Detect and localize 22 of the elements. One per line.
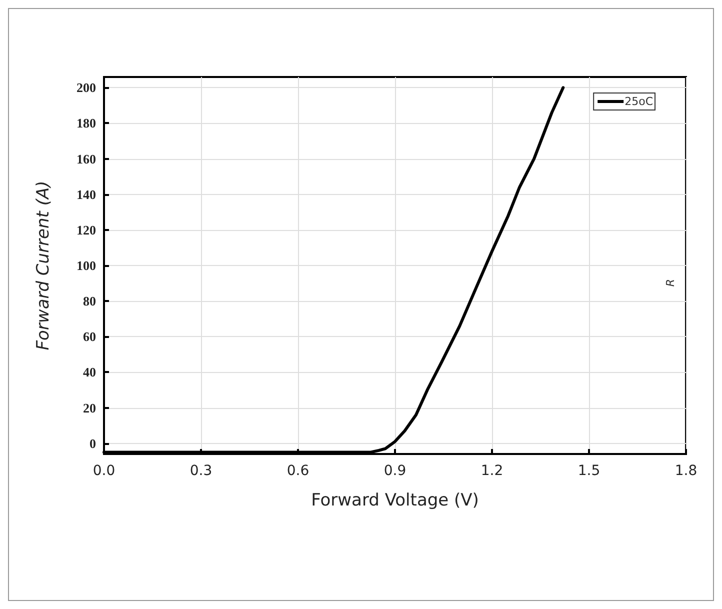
x-tick-label: 0.0 (92, 463, 116, 479)
legend-label: 25oC (624, 95, 654, 108)
y-tick-label: 200 (76, 80, 96, 96)
annotation: R (664, 278, 677, 287)
y-tick-label: 180 (76, 116, 96, 131)
y-tick-label: 60 (83, 329, 96, 344)
y-tick-label: 20 (83, 400, 96, 416)
x-tick-label: 0.6 (286, 463, 310, 479)
y-tick-label: 140 (76, 186, 96, 202)
x-tick-label: 0.3 (190, 463, 212, 479)
y-tick-label: 80 (83, 294, 96, 309)
y-axis-title: Forward Current (A) (34, 180, 54, 350)
y-tick-label: 160 (76, 151, 96, 166)
y-tick-label: 100 (76, 258, 96, 273)
x-axis-title: Forward Voltage (V) (311, 490, 479, 510)
x-tick-label: 1.5 (578, 463, 600, 479)
y-tick-label: 0 (90, 436, 96, 451)
y-tick-label: 40 (83, 364, 96, 380)
x-tick-label: 0.9 (384, 463, 406, 479)
x-tick-label: 1.8 (674, 463, 698, 479)
y-tick-label: 120 (76, 222, 96, 238)
x-tick-label: 1.2 (480, 463, 504, 479)
